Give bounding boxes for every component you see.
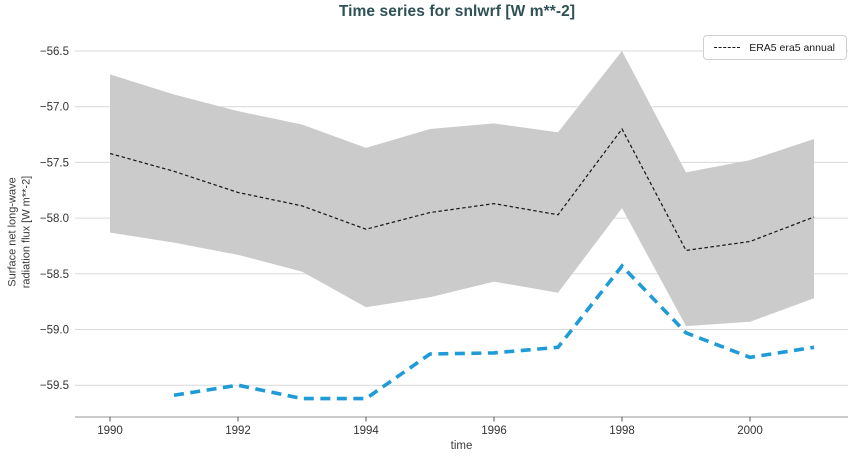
x-tick-label: 1996 [481,425,507,437]
blue-annual-line [173,263,815,401]
legend-label: ERA5 era5 annual [749,41,835,54]
chart-title: Time series for snlwrf [W m**-2] [338,3,576,20]
x-tick-label: 1994 [353,425,379,437]
x-axis-label: time [450,440,473,452]
dashed-line-icon [714,47,741,48]
x-tick-label: 1990 [97,425,123,437]
y-tick-label: −56.5 [40,46,69,58]
x-tick-label: 1992 [225,425,251,437]
y-axis-label: Surface net long-wave radiation flux [W … [6,175,32,289]
x-tick-label: 1998 [609,425,635,437]
y-tick-label: −59.5 [40,380,69,392]
y-tick-label: −59.0 [40,325,69,337]
y-tick-label: −57.5 [40,157,69,169]
uncertainty-band [110,51,814,327]
legend: ERA5 era5 annual [703,35,847,60]
era5-annual-line [109,127,815,252]
x-tick-label: 2000 [737,425,763,437]
y-tick-label: −58.0 [40,213,69,225]
y-tick-label: −58.5 [40,269,69,281]
y-tick-label: −57.0 [40,102,69,114]
